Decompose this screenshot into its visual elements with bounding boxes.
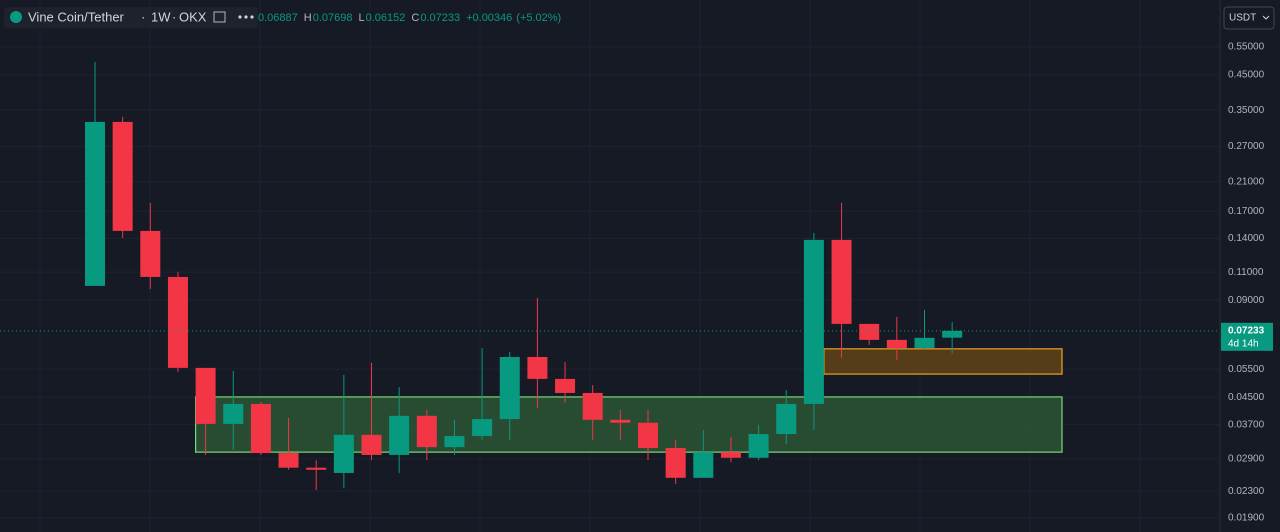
currency-button[interactable] bbox=[1223, 6, 1275, 30]
candle-body bbox=[776, 403, 797, 435]
y-tick-label: 0.45000 bbox=[1228, 70, 1265, 81]
price-tag bbox=[1221, 322, 1273, 351]
symbol-box[interactable] bbox=[4, 7, 258, 28]
y-tick-label: 0.09000 bbox=[1228, 295, 1265, 306]
candle-body bbox=[831, 239, 852, 324]
chevron bbox=[1262, 15, 1270, 20]
candle-body bbox=[942, 330, 963, 338]
legend-change: +0.00346 bbox=[466, 12, 512, 24]
legend-change-pct: (+5.02%) bbox=[516, 12, 561, 24]
y-tick-label: 0.01900 bbox=[1228, 513, 1265, 524]
y-tick-label: 0.02900 bbox=[1228, 453, 1265, 464]
candle-body bbox=[693, 452, 714, 478]
candle-body bbox=[112, 121, 133, 231]
y-tick-label: 0.14000 bbox=[1228, 233, 1265, 244]
candle-body bbox=[859, 323, 880, 340]
legend-value: 0.07233 bbox=[420, 12, 460, 24]
interval[interactable]: 1W bbox=[151, 9, 171, 24]
candle-body bbox=[389, 415, 410, 455]
candle-body bbox=[638, 422, 658, 449]
countdown: 4d 14h bbox=[1228, 338, 1259, 349]
candle-body bbox=[472, 419, 493, 437]
y-tick-label: 0.55000 bbox=[1228, 42, 1265, 53]
price-label: 0.07233 bbox=[1228, 325, 1265, 336]
ohlc-legend: 0.06887 H 0.07698 L 0.06152 C 0.07233 +0.00346 (… bbox=[258, 12, 561, 24]
legend-label: C bbox=[411, 12, 419, 24]
hide-icon[interactable] bbox=[213, 11, 226, 23]
zone bbox=[823, 348, 1063, 375]
legend-value: 0.07698 bbox=[313, 12, 353, 24]
more-icon[interactable] bbox=[238, 15, 254, 19]
candles bbox=[85, 61, 963, 490]
candle-body bbox=[499, 356, 520, 420]
candle-body bbox=[361, 434, 382, 455]
candle-body bbox=[748, 434, 769, 458]
legend-label: L bbox=[358, 12, 364, 24]
symbol-title: Vine Coin/Tether bbox=[28, 9, 125, 24]
legend-label: H bbox=[304, 12, 312, 24]
y-tick-label: 0.11000 bbox=[1228, 267, 1264, 278]
zone bbox=[195, 396, 1063, 453]
candle-body bbox=[250, 403, 271, 454]
candle-body bbox=[610, 419, 631, 423]
candle-body bbox=[582, 392, 603, 420]
y-tick-label: 0.05500 bbox=[1228, 364, 1265, 375]
candle-body bbox=[555, 378, 576, 393]
separator: · bbox=[172, 9, 176, 24]
candle-body bbox=[85, 121, 105, 286]
candle-body bbox=[306, 467, 327, 470]
candle-body bbox=[803, 239, 824, 404]
exchange: OKX bbox=[179, 9, 207, 24]
candle-body bbox=[195, 367, 216, 424]
candle-body bbox=[333, 434, 354, 473]
y-tick-label: 0.03700 bbox=[1228, 419, 1265, 430]
separator: · bbox=[141, 9, 145, 24]
y-tick-label: 0.35000 bbox=[1228, 105, 1265, 116]
legend-value: 0.06152 bbox=[366, 12, 406, 24]
candle-body bbox=[278, 453, 299, 468]
candle-body bbox=[140, 230, 161, 277]
candle-body bbox=[167, 276, 188, 368]
y-tick-label: 0.17000 bbox=[1228, 206, 1265, 217]
y-tick-label: 0.21000 bbox=[1228, 176, 1265, 187]
candle-body bbox=[223, 403, 244, 424]
candle-body bbox=[665, 448, 686, 478]
candle-body bbox=[914, 337, 935, 348]
y-tick-label: 0.04500 bbox=[1228, 392, 1265, 403]
candle-body bbox=[527, 356, 548, 379]
y-tick-label: 0.27000 bbox=[1228, 141, 1265, 152]
candle-body bbox=[444, 436, 465, 448]
y-tick-label: 0.02300 bbox=[1228, 486, 1265, 497]
candle-body bbox=[886, 339, 907, 348]
candle-body bbox=[720, 452, 741, 458]
legend-value: 0.06887 bbox=[258, 12, 298, 24]
currency: USDT bbox=[1229, 13, 1256, 24]
symbol-icon bbox=[10, 11, 22, 23]
candle-body bbox=[416, 415, 437, 448]
y-axis: 0.55000 0.45000 0.35000 0.27000 0.21000 0.170… bbox=[1228, 42, 1265, 524]
